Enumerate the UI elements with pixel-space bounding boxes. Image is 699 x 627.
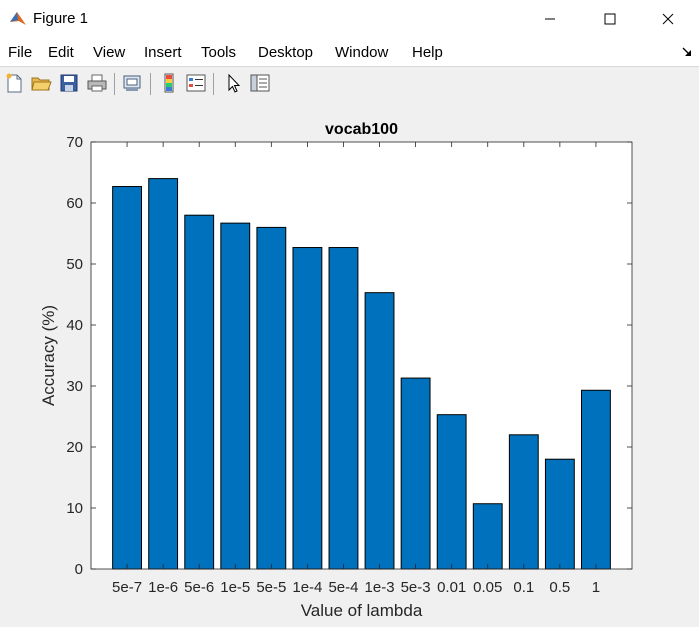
bar-chart: 0 10 20 30 40 50 60 70 5e-7 1e-6 5e-6 1e-5 5e-5 1e-4… bbox=[39, 121, 633, 620]
print-icon[interactable] bbox=[86, 72, 108, 94]
x-tick-label: 1e-6 bbox=[148, 579, 178, 596]
axes-box bbox=[90, 141, 633, 570]
toolbar-separator bbox=[150, 73, 151, 95]
window-title: Figure 1 bbox=[33, 10, 89, 27]
bar-1 bbox=[581, 389, 611, 570]
toolbar-separator bbox=[114, 73, 115, 95]
x-tick-label: 0.1 bbox=[513, 579, 534, 596]
minimize-icon bbox=[545, 18, 555, 20]
y-tick-label: 60 bbox=[66, 195, 83, 212]
x-tick-label: 5e-6 bbox=[184, 579, 214, 596]
y-tick-label: 30 bbox=[66, 378, 83, 395]
maximize-button[interactable] bbox=[587, 4, 633, 34]
bar-5e-3 bbox=[400, 377, 431, 570]
menu-help[interactable]: Help bbox=[412, 44, 443, 61]
menu-desktop[interactable]: Desktop bbox=[258, 44, 314, 61]
menu-file[interactable]: File bbox=[8, 44, 33, 61]
edit-plot-arrow-icon[interactable] bbox=[222, 72, 244, 94]
dock-arrow-icon[interactable] bbox=[681, 46, 693, 58]
figure-canvas: 0 10 20 30 40 50 60 70 5e-7 1e-6 5e-6 1e-5 5e-5 1e-4… bbox=[0, 101, 699, 627]
menu-edit[interactable]: Edit bbox=[48, 44, 74, 61]
y-axis-label: Accuracy (%) bbox=[39, 305, 58, 406]
menu-window[interactable]: Window bbox=[335, 44, 389, 61]
x-tick-label: 0.05 bbox=[473, 579, 502, 596]
new-figure-icon[interactable] bbox=[3, 72, 25, 94]
figure-toolbar bbox=[0, 66, 699, 102]
y-ticks-group: 0 10 20 30 40 50 60 70 bbox=[66, 134, 632, 578]
bar-0.5 bbox=[544, 458, 575, 570]
x-tick-label: 5e-5 bbox=[256, 579, 286, 596]
bar-0.1 bbox=[508, 434, 539, 570]
x-tick-label: 1 bbox=[592, 579, 600, 596]
x-axis-label: Value of lambda bbox=[301, 601, 423, 620]
bar-1e-4 bbox=[292, 247, 323, 570]
x-tick-label: 0.5 bbox=[549, 579, 570, 596]
y-tick-label: 10 bbox=[66, 500, 83, 517]
minimize-button[interactable] bbox=[527, 4, 573, 34]
bar-1e-3 bbox=[364, 292, 395, 570]
save-icon[interactable] bbox=[58, 72, 80, 94]
bar-1e-6 bbox=[148, 178, 179, 570]
link-plot-icon[interactable] bbox=[121, 72, 143, 94]
close-button[interactable] bbox=[645, 4, 691, 34]
y-tick-label: 0 bbox=[75, 561, 83, 578]
x-ticks-group: 5e-7 1e-6 5e-6 1e-5 5e-5 1e-4 5e-4 1e-3 5e-3 0.01… bbox=[112, 142, 600, 596]
bar-1e-5 bbox=[220, 222, 251, 570]
bar-5e-6 bbox=[184, 214, 215, 570]
x-tick-label: 0.01 bbox=[437, 579, 466, 596]
x-tick-label: 1e-3 bbox=[365, 579, 395, 596]
chart-title: vocab100 bbox=[325, 121, 398, 138]
colorbar-icon[interactable] bbox=[158, 72, 180, 94]
matlab-logo-icon bbox=[10, 12, 26, 25]
x-tick-label: 1e-5 bbox=[220, 579, 250, 596]
bar-5e-4 bbox=[328, 247, 359, 570]
x-tick-label: 5e-3 bbox=[401, 579, 431, 596]
property-inspector-icon[interactable] bbox=[249, 72, 271, 94]
x-tick-label: 5e-7 bbox=[112, 579, 142, 596]
bar-0.05 bbox=[472, 503, 503, 570]
y-tick-label: 50 bbox=[66, 256, 83, 273]
axes-background bbox=[91, 142, 632, 569]
bars-group bbox=[112, 178, 611, 570]
y-tick-label: 70 bbox=[66, 134, 83, 151]
title-bar: Figure 1 bbox=[0, 0, 699, 38]
close-icon bbox=[662, 13, 674, 25]
menu-tools[interactable]: Tools bbox=[201, 44, 237, 61]
x-tick-label: 5e-4 bbox=[328, 579, 358, 596]
bar-0.01 bbox=[436, 414, 467, 570]
maximize-icon bbox=[604, 13, 616, 25]
menu-insert[interactable]: Insert bbox=[144, 44, 182, 61]
y-tick-label: 20 bbox=[66, 439, 83, 456]
y-tick-label: 40 bbox=[66, 317, 83, 334]
toolbar-separator bbox=[213, 73, 214, 95]
bar-5e-7 bbox=[112, 186, 142, 570]
menu-bar: File Edit View Insert Tools Desktop Wind… bbox=[0, 38, 699, 66]
legend-icon[interactable] bbox=[185, 72, 207, 94]
x-tick-label: 1e-4 bbox=[292, 579, 322, 596]
open-file-icon[interactable] bbox=[30, 72, 52, 94]
menu-view[interactable]: View bbox=[93, 44, 126, 61]
bar-5e-5 bbox=[256, 226, 287, 570]
